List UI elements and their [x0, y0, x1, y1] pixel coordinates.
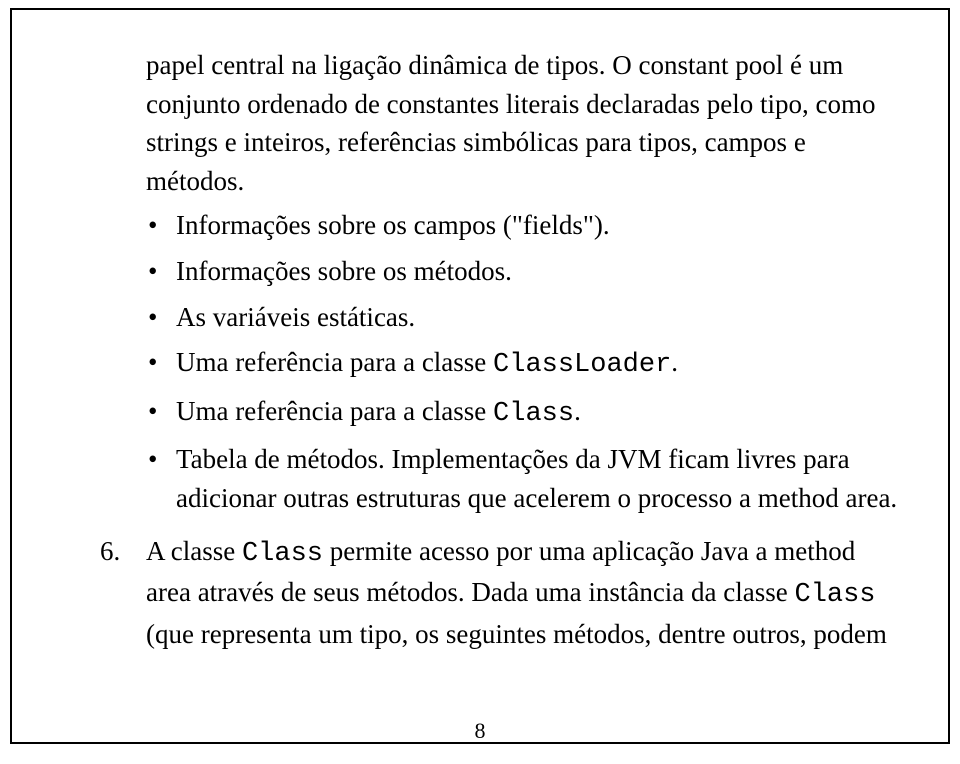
bullet-text: Informações sobre os métodos.: [176, 256, 512, 286]
bullet-text: As variáveis estáticas.: [176, 302, 415, 332]
item-number: 6.: [100, 532, 120, 571]
list-item: Tabela de métodos. Implementações da JVM…: [146, 440, 898, 517]
code-class: Class: [795, 580, 876, 610]
code-class: Class: [242, 539, 323, 569]
bullet-text-post: .: [671, 347, 678, 377]
bullet-text-pre: Uma referência para a classe: [176, 347, 493, 377]
numbered-text-post: (que representa um tipo, os seguintes mé…: [146, 619, 887, 649]
code-classloader: ClassLoader: [493, 350, 671, 380]
page-number: 8: [12, 718, 948, 744]
code-class: Class: [493, 399, 574, 429]
continued-paragraph: papel central na ligação dinâmica de tip…: [146, 46, 898, 200]
numbered-text-pre: A classe: [146, 536, 242, 566]
bullet-text-post: .: [574, 396, 581, 426]
bullet-text: Informações sobre os campos ("fields").: [176, 210, 610, 240]
page-frame: papel central na ligação dinâmica de tip…: [10, 8, 950, 744]
continued-paragraph-text: papel central na ligação dinâmica de tip…: [146, 50, 876, 196]
numbered-item-6: 6. A classe Class permite acesso por uma…: [100, 532, 898, 654]
numbered-list: 6. A classe Class permite acesso por uma…: [100, 532, 898, 654]
list-item: Uma referência para a classe ClassLoader…: [146, 343, 898, 385]
bullet-text: Tabela de métodos. Implementações da JVM…: [176, 444, 897, 513]
list-item: Informações sobre os campos ("fields").: [146, 206, 898, 245]
list-item: As variáveis estáticas.: [146, 298, 898, 337]
list-item: Informações sobre os métodos.: [146, 252, 898, 291]
bullet-list: Informações sobre os campos ("fields"). …: [146, 206, 898, 517]
bullet-text-pre: Uma referência para a classe: [176, 396, 493, 426]
page-content: papel central na ligação dinâmica de tip…: [78, 46, 898, 654]
list-item: Uma referência para a classe Class.: [146, 392, 898, 434]
